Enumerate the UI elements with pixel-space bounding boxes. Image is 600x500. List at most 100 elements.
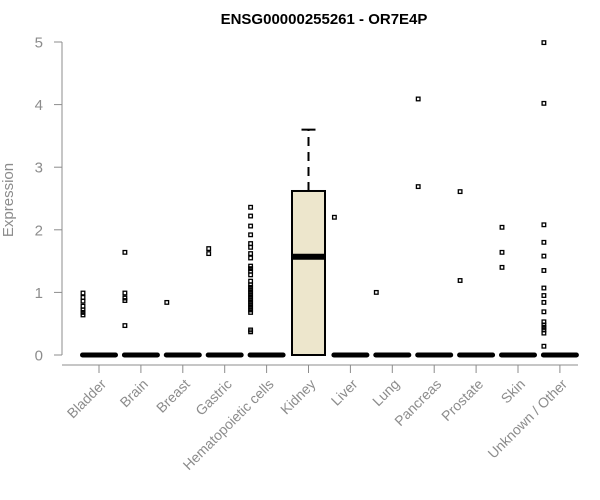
- outlier-point: [248, 307, 254, 313]
- outlier-point: [415, 96, 421, 102]
- outlier-point: [541, 299, 547, 305]
- outlier-point: [541, 100, 547, 106]
- outlier-point: [248, 241, 254, 247]
- outlier-point: [248, 299, 254, 305]
- outlier-point: [248, 232, 254, 238]
- box-group: [415, 96, 454, 358]
- outlier-point: [248, 223, 254, 229]
- outlier-point: [248, 304, 254, 310]
- outlier-point: [541, 285, 547, 291]
- x-tick-label: Bladder: [64, 376, 110, 422]
- outlier-point: [499, 264, 505, 270]
- outlier-point: [457, 189, 463, 195]
- x-tick-label: Breast: [153, 376, 193, 416]
- outlier-point: [248, 289, 254, 295]
- outlier-point: [80, 298, 86, 304]
- outlier-point: [122, 290, 128, 296]
- outlier-point: [248, 266, 254, 272]
- y-tick-label: 4: [35, 97, 43, 114]
- outlier-point: [541, 40, 547, 46]
- x-tick-label: Lung: [369, 376, 402, 409]
- outlier-point: [541, 325, 547, 330]
- outlier-point: [248, 302, 254, 308]
- outlier-point: [122, 249, 128, 255]
- outlier-point: [248, 309, 254, 315]
- outlier-point: [541, 222, 547, 228]
- box-group: [457, 189, 496, 358]
- box-group: [247, 204, 286, 358]
- outlier-point: [122, 298, 128, 303]
- x-tick-label: Unknown / Other: [484, 376, 570, 462]
- outlier-point: [80, 307, 86, 313]
- box-body: [291, 189, 326, 356]
- outlier-point: [373, 289, 379, 295]
- outlier-point: [415, 184, 421, 190]
- outlier-point: [248, 204, 254, 210]
- outlier-point: [122, 323, 128, 329]
- outlier-point: [248, 327, 254, 333]
- outlier-point: [80, 312, 86, 318]
- box-group: [291, 128, 326, 356]
- outlier-point: [80, 294, 86, 300]
- box-group: [373, 289, 412, 358]
- y-axis-label: Expression: [0, 163, 17, 237]
- outlier-point: [248, 272, 254, 278]
- outlier-point: [331, 214, 337, 220]
- chart-title: ENSG00000255261 - OR7E4P: [221, 11, 428, 28]
- outlier-point: [541, 239, 547, 245]
- y-tick-label: 0: [35, 348, 43, 365]
- y-tick-label: 2: [35, 222, 43, 239]
- y-tick-label: 3: [35, 160, 43, 177]
- outlier-point: [248, 278, 254, 284]
- box-group: [331, 214, 370, 358]
- outlier-point: [248, 287, 254, 293]
- outlier-point: [499, 249, 505, 255]
- outlier-point: [541, 293, 547, 298]
- box-group: [163, 299, 202, 358]
- x-tick-label: Prostate: [438, 376, 486, 424]
- outlier-point: [80, 309, 86, 315]
- plot-area: [80, 40, 579, 358]
- box-group: [499, 224, 537, 358]
- outlier-point: [541, 327, 547, 333]
- outlier-point: [248, 255, 254, 261]
- outlier-point: [248, 251, 254, 257]
- outlier-point: [248, 284, 254, 290]
- outlier-point: [248, 268, 254, 274]
- x-tick-label: Kidney: [277, 376, 319, 418]
- outlier-point: [248, 244, 254, 250]
- outlier-point: [80, 290, 86, 296]
- outlier-point: [541, 253, 547, 259]
- outlier-point: [206, 251, 212, 257]
- x-tick-label: Liver: [328, 376, 361, 409]
- y-axis: 0 1 2 3 4 5: [35, 35, 63, 365]
- outlier-point: [248, 292, 254, 298]
- y-tick-label: 1: [35, 285, 43, 302]
- outlier-point: [122, 295, 128, 301]
- outlier-point: [541, 319, 547, 325]
- outlier-point: [248, 263, 254, 269]
- x-tick-label: Brain: [117, 376, 151, 410]
- outlier-point: [164, 299, 170, 305]
- outlier-point: [248, 282, 254, 288]
- box-group: [540, 40, 579, 358]
- outlier-point: [457, 278, 463, 283]
- x-tick-label: Pancreas: [391, 376, 444, 429]
- outlier-point: [206, 246, 212, 252]
- outlier-point: [248, 294, 254, 300]
- outlier-point: [541, 309, 547, 315]
- outlier-point: [248, 297, 254, 303]
- outlier-point: [248, 213, 254, 219]
- outlier-point: [541, 343, 547, 349]
- outlier-point: [499, 224, 505, 230]
- box-group: [80, 290, 118, 358]
- outlier-point: [80, 303, 86, 309]
- box-group: [121, 249, 160, 358]
- x-tick-label: Skin: [498, 376, 529, 407]
- y-tick-label: 5: [35, 35, 43, 52]
- outlier-point: [541, 268, 547, 273]
- box-group: [205, 246, 244, 358]
